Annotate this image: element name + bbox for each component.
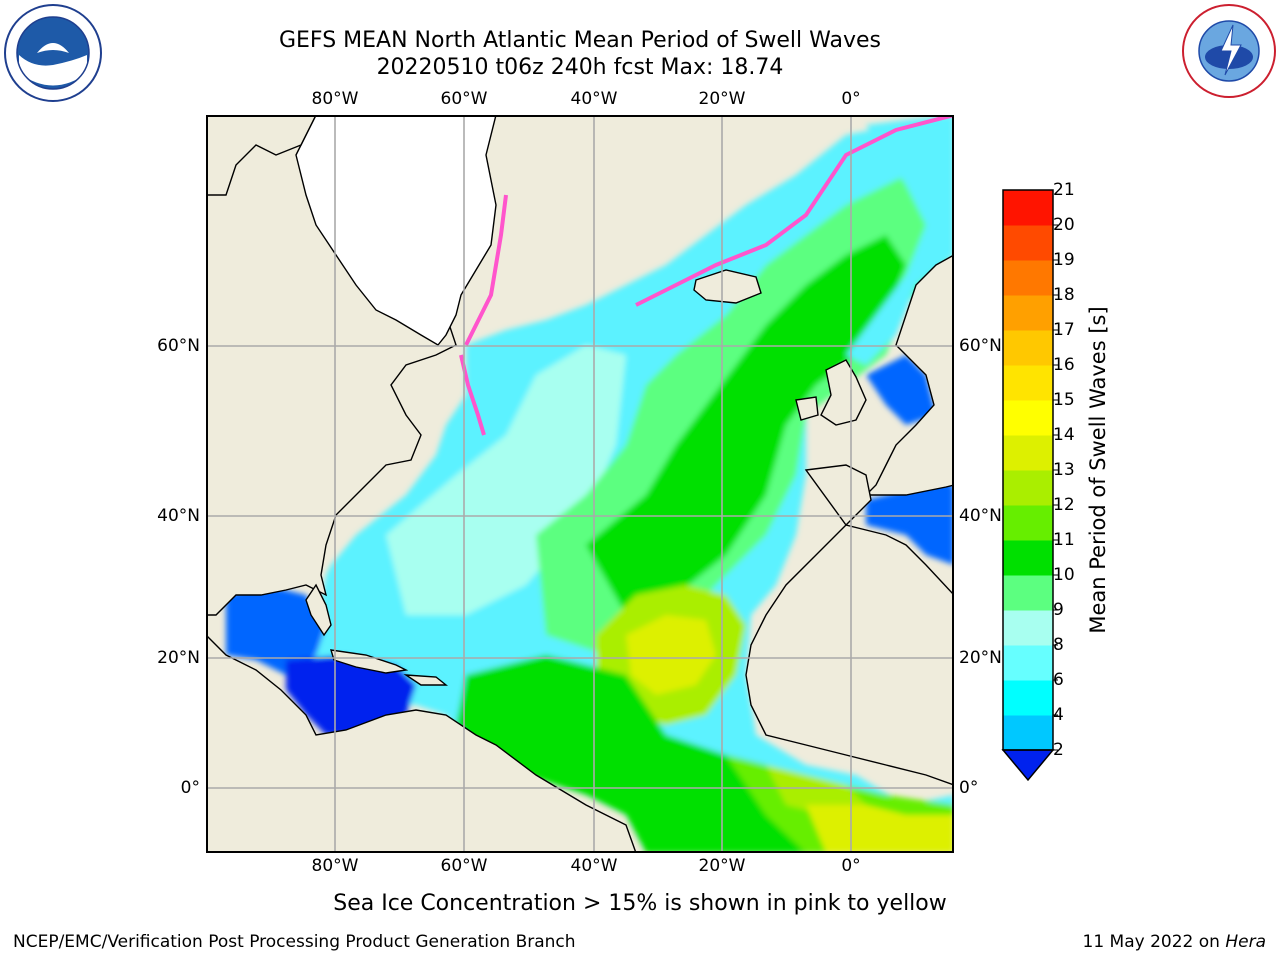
ocean-field [226,115,954,853]
lat-label-right: 0° [959,778,979,798]
lat-label-right: 60°N [959,336,1002,356]
lon-label-bottom: 20°W [698,856,746,876]
map-frame [206,115,954,853]
plot-title: GEFS MEAN North Atlantic Mean Period of … [278,28,881,53]
noaa-logo [4,4,102,102]
colorbar-tick-label: 18 [1053,285,1075,305]
colorbar-segment [1003,575,1053,611]
colorbar-segment [1003,225,1053,261]
colorbar-tick-label: 12 [1053,495,1075,515]
colorbar-tick-label: 8 [1053,635,1064,655]
colorbar-tick-label: 20 [1053,215,1075,235]
lon-label-bottom: 0° [841,856,861,876]
colorbar-segment [1003,365,1053,401]
land-masses [206,115,954,853]
lat-label-left: 40°N [157,506,200,526]
colorbar-segment [1003,540,1053,576]
lat-label-left: 0° [180,778,200,798]
swell-period-map [206,115,954,853]
colorbar-tick-label: 6 [1053,670,1064,690]
plot-subtitle: 20220510 t06z 240h fcst Max: 18.74 [376,55,784,80]
lon-label-bottom: 60°W [440,856,488,876]
lon-label-top: 80°W [311,89,359,109]
gridlines [206,115,954,853]
nws-logo [1182,4,1276,98]
lat-label-left: 60°N [157,336,200,356]
colorbar-tick-label: 16 [1053,355,1075,375]
credit-text: NCEP/EMC/Verification Post Processing Pr… [13,932,576,952]
colorbar-segment [1003,505,1053,541]
colorbar-tick-label: 21 [1053,180,1075,200]
colorbar-segment [1003,330,1053,366]
colorbar-segment [1003,260,1053,296]
date-text: 11 May 2022 on Hera [1082,932,1267,952]
lon-label-top: 20°W [698,89,746,109]
colorbar-tick-label: 13 [1053,460,1075,480]
colorbar-tick-label: 10 [1053,565,1075,585]
lon-label-top: 0° [841,89,861,109]
colorbar-label: Mean Period of Swell Waves [s] [1086,306,1110,634]
colorbar-segment [1003,400,1053,436]
colorbar-segment [1003,645,1053,681]
colorbar-tick-label: 15 [1053,390,1075,410]
colorbar-segment [1003,190,1053,226]
colorbar-segment [1003,680,1053,716]
colorbar-segment [1003,295,1053,331]
lon-label-bottom: 80°W [311,856,359,876]
colorbar-segment [1003,435,1053,471]
lat-label-right: 20°N [959,648,1002,668]
colorbar-extend-arrow [1001,749,1055,782]
colorbar-tick-label: 4 [1053,705,1064,725]
lon-label-top: 60°W [440,89,488,109]
sea-ice-caption: Sea Ice Concentration > 15% is shown in … [333,891,947,916]
colorbar-segment [1003,470,1053,506]
colorbar-tick-label: 9 [1053,600,1064,620]
colorbar-tick-label: 11 [1053,530,1075,550]
colorbar-tick-label: 17 [1053,320,1075,340]
colorbar-segment [1003,610,1053,646]
colorbar-tick-label: 19 [1053,250,1075,270]
colorbar-tick-label: 2 [1053,740,1064,760]
colorbar-tick-label: 14 [1053,425,1075,445]
lon-label-top: 40°W [570,89,618,109]
colorbar [1001,189,1058,782]
colorbar-segment [1003,715,1053,751]
lat-label-right: 40°N [959,506,1002,526]
lon-label-bottom: 40°W [570,856,618,876]
lat-label-left: 20°N [157,648,200,668]
